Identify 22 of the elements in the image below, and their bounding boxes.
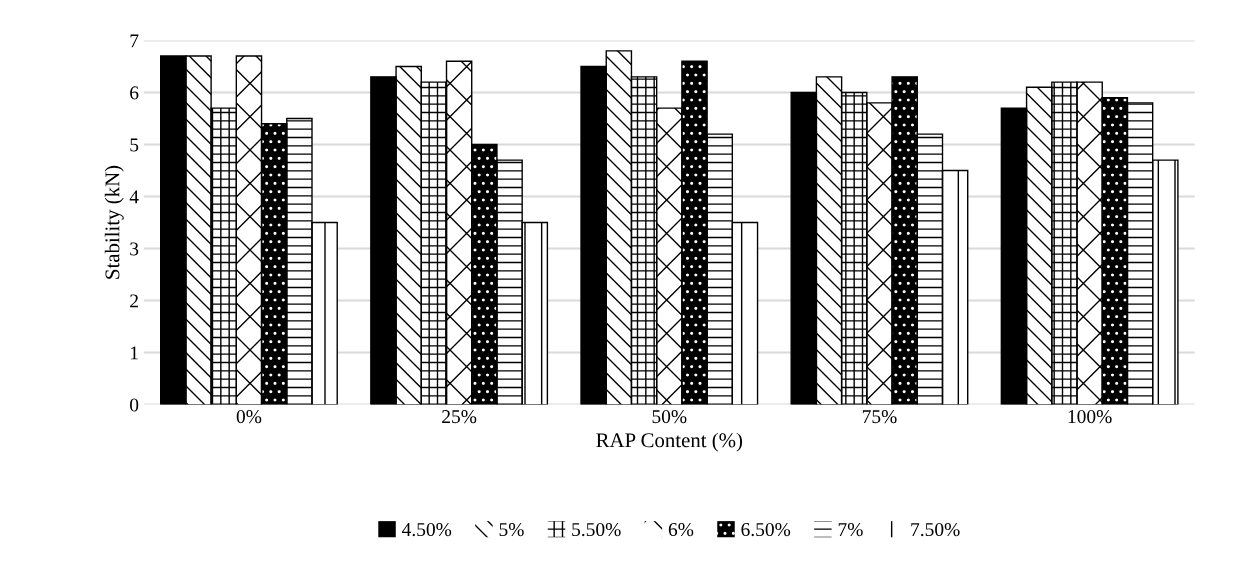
legend-label: 7% [838,522,863,537]
y-tick-label: 7 [130,34,139,48]
x-tick-label: 0% [236,410,262,424]
x-axis-title: RAP Content (%) [596,432,743,452]
y-tick-label: 5 [130,138,139,152]
y-tick-label: 0 [130,398,139,412]
y-tick-label: 6 [130,86,139,100]
x-tick-label: 25% [442,410,477,424]
legend-label: 6% [668,522,694,537]
legend-label: 5.50% [572,522,621,537]
y-tick-label: 4 [129,190,139,204]
legend-label: 5% [499,522,524,537]
x-tick-label: 75% [862,410,897,424]
legend-label: 4.50% [402,522,452,537]
x-tick-label: 50% [652,410,687,424]
y-axis-title: Stability (kN) [104,165,124,279]
y-tick-label: 3 [130,242,139,256]
legend-label: 6.50% [741,522,791,537]
legend-label: 7.50% [911,522,960,537]
y-tick-label: 1 [130,346,138,360]
y-tick-label: 2 [130,294,138,308]
x-tick-label: 100% [1068,410,1112,424]
